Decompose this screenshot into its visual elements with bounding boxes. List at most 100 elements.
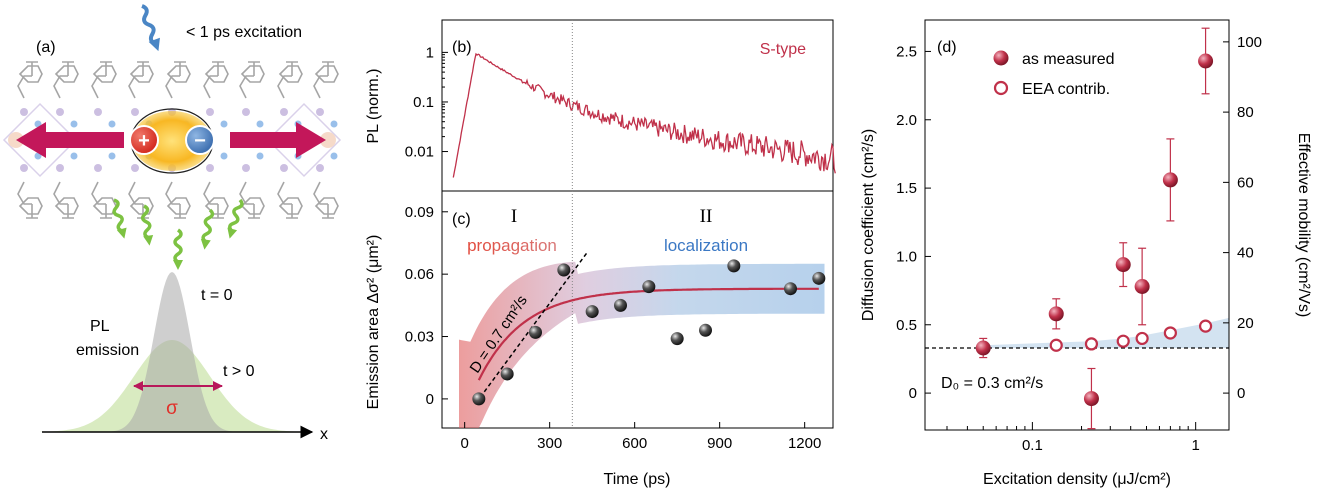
y-tick-label: 0.01 bbox=[405, 144, 434, 161]
pl-gaussians bbox=[40, 272, 314, 439]
atom-icon bbox=[70, 120, 78, 128]
atom-icon bbox=[330, 152, 338, 160]
wave-stroke bbox=[140, 204, 152, 240]
data-point bbox=[472, 392, 486, 406]
panel-d-y-ticks: 0 0.5 1.0 1.5 2.0 2.5 bbox=[896, 43, 931, 402]
data-point bbox=[812, 271, 826, 285]
panel-c-chart: (c) I propagation II localization D = 0.… bbox=[365, 190, 834, 488]
atom-icon bbox=[316, 108, 324, 116]
ligand-icon bbox=[91, 61, 112, 99]
legend: as measured EEA contrib. bbox=[993, 50, 1115, 98]
panel-c-y-ticks: 0 0.03 0.06 0.09 bbox=[405, 204, 448, 408]
y-tick-label: 0 bbox=[426, 391, 434, 408]
atom-icon bbox=[131, 164, 139, 172]
ligand-icon bbox=[203, 181, 224, 219]
ligand-icon bbox=[165, 181, 186, 219]
data-point-eea bbox=[1163, 326, 1177, 340]
ring-icon bbox=[166, 197, 191, 215]
y2-tick-label: 100 bbox=[1237, 34, 1262, 51]
region-numeral-1: I bbox=[511, 206, 517, 227]
ring-icon bbox=[204, 65, 229, 83]
atom-icon bbox=[70, 152, 78, 160]
y-tick-label: 0.06 bbox=[405, 266, 434, 283]
y-tick-label: 1 bbox=[426, 44, 434, 61]
region-numeral-2: II bbox=[700, 206, 713, 227]
data-point-measured bbox=[1134, 279, 1150, 294]
x-tick-label: 0 bbox=[460, 435, 468, 452]
excitation-label: < 1 ps excitation bbox=[186, 24, 302, 41]
atom-icon bbox=[320, 132, 336, 148]
y-tick-label: 0.5 bbox=[896, 317, 917, 334]
region-label-propagation: propagation bbox=[467, 236, 557, 255]
negative-charge-icon bbox=[185, 125, 215, 155]
positive-charge-icon bbox=[129, 125, 159, 155]
left-arrow-icon bbox=[16, 122, 124, 158]
panel-c-y-axis-label: Emission area Δσ² (μm²) bbox=[365, 235, 382, 410]
atom-icon bbox=[131, 108, 139, 116]
panel-c-points bbox=[472, 259, 826, 406]
ring-icon bbox=[129, 65, 154, 83]
y-tick-label: 0.09 bbox=[405, 204, 434, 221]
legend-marker-measured bbox=[993, 50, 1009, 66]
legend-eea: EEA contrib. bbox=[1022, 81, 1110, 98]
ring-icon bbox=[18, 65, 43, 83]
emission-waves-icon bbox=[112, 198, 244, 270]
panel-d-y2-axis-label: Effective mobility (cm²/Vs) bbox=[1295, 133, 1312, 318]
region-label-localization: localization bbox=[664, 236, 748, 255]
data-point-measured bbox=[975, 340, 991, 356]
y-tick-label: 0.03 bbox=[405, 329, 434, 346]
x-tick-label: 1 bbox=[1191, 437, 1199, 454]
y2-tick-label: 40 bbox=[1237, 245, 1254, 262]
ligand-icon bbox=[239, 181, 260, 219]
panel-b-y-axis-label: PL (norm.) bbox=[365, 69, 382, 144]
wave-stroke bbox=[228, 198, 244, 233]
panel-d-y-axis-label: Diffusion coefficient (cm²/s) bbox=[860, 129, 877, 321]
ring-icon bbox=[314, 197, 339, 215]
legend-marker-eea bbox=[993, 80, 1009, 96]
wave-head bbox=[173, 260, 183, 270]
ligand-icon bbox=[203, 61, 224, 99]
ligand-icon bbox=[277, 61, 298, 99]
y2-tick-label: 80 bbox=[1237, 104, 1254, 121]
panel-b-chart: (b) S-type 1 0.1 0.01 PL (norm.) bbox=[365, 19, 836, 192]
data-point-eea bbox=[1135, 331, 1149, 346]
data-point-measured bbox=[1115, 257, 1131, 273]
ring-icon bbox=[166, 65, 191, 83]
pl-label: PL bbox=[90, 318, 110, 335]
panel-d-chart: (d) D₀ = 0.3 cm²/s as measured EEA contr… bbox=[860, 19, 1312, 488]
y2-tick-label: 20 bbox=[1237, 315, 1254, 332]
wave-head bbox=[143, 235, 154, 246]
d0-label: D₀ = 0.3 cm²/s bbox=[941, 375, 1043, 392]
x-tick-label: 900 bbox=[707, 435, 732, 452]
x-axis-label: x bbox=[320, 426, 328, 443]
data-point bbox=[699, 323, 712, 337]
data-point bbox=[500, 367, 514, 381]
atom-icon bbox=[256, 152, 264, 160]
data-point-eea bbox=[1049, 338, 1063, 352]
atom-icon bbox=[316, 164, 324, 172]
y2-tick-label: 0 bbox=[1237, 385, 1245, 402]
svg-text:+: + bbox=[138, 130, 150, 152]
confidence-band bbox=[459, 261, 825, 428]
panel-d-y2-ticks: 0 20 40 60 80 100 bbox=[1223, 34, 1262, 402]
ligand-icon bbox=[313, 181, 334, 219]
wave-stroke bbox=[201, 208, 215, 243]
green-wave-icon bbox=[112, 198, 127, 239]
wavy-excitation-icon bbox=[141, 4, 160, 52]
wave-head bbox=[116, 227, 127, 239]
panel-a-schematic: (a) < 1 ps excitation + − bbox=[2, 4, 342, 443]
panel-d-x-axis-label: Excitation density (μJ/cm²) bbox=[983, 471, 1171, 488]
x-tick-label: 600 bbox=[622, 435, 647, 452]
wave-head bbox=[227, 227, 238, 239]
green-wave-icon bbox=[200, 208, 215, 250]
ligand-icon bbox=[165, 61, 186, 99]
eea-band bbox=[983, 317, 1229, 348]
data-point-measured bbox=[1048, 306, 1064, 322]
ring-icon bbox=[314, 65, 339, 83]
data-point bbox=[727, 259, 741, 273]
ligand-icon bbox=[239, 61, 260, 99]
x-tick-label: 1200 bbox=[788, 435, 821, 452]
ligand-icon bbox=[277, 181, 298, 219]
atom-icon bbox=[94, 108, 102, 116]
data-point-measured bbox=[1162, 172, 1178, 188]
